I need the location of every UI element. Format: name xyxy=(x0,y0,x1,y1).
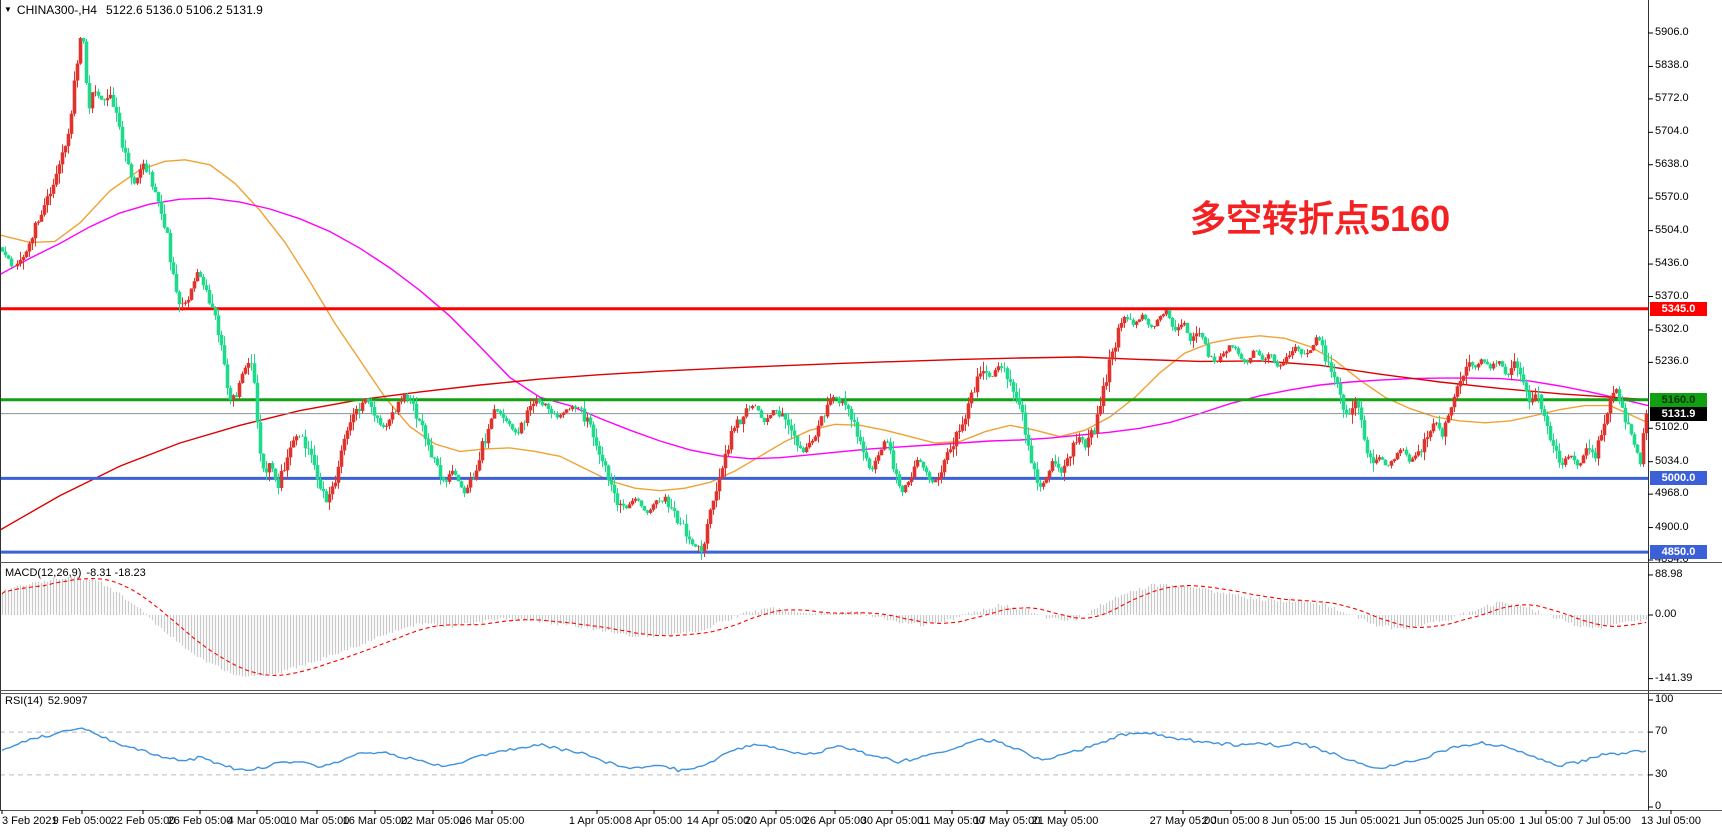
rsi-tick-label: 0 xyxy=(1655,800,1662,812)
macd-indicator-label: MACD(12,26,9) -8.31 -18.23 xyxy=(5,567,146,579)
symbol-header: ▼ CHINA300-,H4 5122.6 5136.0 5106.2 5131.9 xyxy=(4,3,263,17)
chart-annotation-text[interactable]: 多空转折点5160 xyxy=(1190,198,1451,239)
date-label: 13 Jul 05:00 xyxy=(1641,815,1701,827)
date-label: 14 Apr 05:00 xyxy=(686,815,750,827)
date-label: 25 Jun 05:00 xyxy=(1451,815,1515,827)
price-tick-label: 4900.0 xyxy=(1655,520,1689,533)
price-tick-label: 5302.0 xyxy=(1655,322,1689,335)
rsi-value: 52.9097 xyxy=(47,695,88,707)
macd-label: MACD(12,26,9) xyxy=(5,567,82,579)
date-label: 26 Feb 05:00 xyxy=(167,815,233,827)
price-tick-label: 5102.0 xyxy=(1655,421,1689,434)
date-label: 26 Apr 05:00 xyxy=(803,815,867,827)
date-label: 15 Jun 05:00 xyxy=(1324,815,1388,827)
macd-tick-label: -141.39 xyxy=(1655,671,1693,684)
macd-histogram xyxy=(1,575,1648,677)
price-badge-4850.0: 4850.0 xyxy=(1650,545,1707,560)
price-tick-label: 4968.0 xyxy=(1655,487,1689,500)
date-label: 10 Mar 05:00 xyxy=(284,815,350,827)
price-tick-label: 5638.0 xyxy=(1655,157,1689,170)
symbol-dropdown-icon[interactable]: ▼ xyxy=(4,5,12,14)
rsi-layer xyxy=(0,727,1648,776)
price-tick-label: 5436.0 xyxy=(1655,257,1689,270)
macd-signal-line xyxy=(1,577,1647,677)
date-label: 1 Jul 05:00 xyxy=(1519,815,1573,827)
date-label: 22 Feb 05:00 xyxy=(110,815,176,827)
price-tick-label: 5236.0 xyxy=(1655,355,1689,368)
macd-values: -8.31 -18.23 xyxy=(86,567,146,579)
date-label: 20 Apr 05:00 xyxy=(744,815,808,827)
price-tick-label: 5504.0 xyxy=(1655,223,1689,236)
macd-tick-label: 88.98 xyxy=(1655,567,1683,580)
price-tick-label: 5838.0 xyxy=(1655,59,1689,72)
panel-borders xyxy=(0,0,1722,814)
price-badge-5345.0: 5345.0 xyxy=(1650,301,1707,316)
macd-layer xyxy=(1,575,1648,677)
candles-layer xyxy=(0,37,1649,560)
date-label: 17 May 05:00 xyxy=(973,815,1041,827)
date-label: 1 Apr 05:00 xyxy=(568,815,626,827)
date-label: 2 Jun 05:00 xyxy=(1202,815,1260,827)
rsi-line xyxy=(1,727,1647,773)
date-label: 4 Mar 05:00 xyxy=(227,815,287,827)
date-label: 22 Mar 05:00 xyxy=(400,815,466,827)
date-label: 8 Jun 05:00 xyxy=(1262,815,1320,827)
date-label: 11 May 05:00 xyxy=(919,815,985,827)
horizontal-lines-layer xyxy=(0,307,1648,554)
price-tick-label: 5570.0 xyxy=(1655,191,1689,204)
price-tick-label: 5772.0 xyxy=(1655,91,1689,104)
date-label: 9 Feb 05:00 xyxy=(52,815,112,827)
rsi-label: RSI(14) xyxy=(5,695,43,707)
rsi-tick-label: 30 xyxy=(1655,767,1668,780)
rsi-tick-label: 100 xyxy=(1655,693,1674,705)
price-tick-label: 5906.0 xyxy=(1655,26,1689,38)
down-candle-bodies xyxy=(0,38,1643,552)
date-label: 30 Apr 05:00 xyxy=(860,815,924,827)
price-tick-label: 5704.0 xyxy=(1655,125,1689,138)
ohlc-values: 5122.6 5136.0 5106.2 5131.9 xyxy=(105,3,263,17)
date-label: 27 May 05:00 xyxy=(1149,815,1217,827)
rsi-indicator-label: RSI(14) 52.9097 xyxy=(5,695,88,707)
ma-mid-magenta xyxy=(0,197,1649,460)
date-label: 21 May 05:00 xyxy=(1031,815,1099,827)
date-label: 21 Jun 05:00 xyxy=(1388,815,1452,827)
date-label: 3 Feb 2021 xyxy=(2,815,58,827)
price-badge-5160.0: 5160.0 xyxy=(1650,392,1707,407)
price-tick-label: 5034.0 xyxy=(1655,454,1689,467)
date-label: 26 Mar 05:00 xyxy=(459,815,525,827)
moving-averages-layer xyxy=(0,159,1649,531)
rsi-tick-label: 70 xyxy=(1655,725,1668,738)
down-candle-wicks xyxy=(2,37,1641,560)
macd-tick-label: 0.00 xyxy=(1655,608,1677,620)
symbol-title: CHINA300-,H4 xyxy=(16,3,97,17)
date-label: 16 Mar 05:00 xyxy=(342,815,408,827)
price-tick-label: 5370.0 xyxy=(1655,289,1689,302)
ma-slow-red xyxy=(0,356,1649,531)
price-badge-5131.9: 5131.9 xyxy=(1650,406,1707,421)
ma-fast-orange xyxy=(0,159,1649,492)
date-label: 7 Jul 05:00 xyxy=(1577,815,1631,827)
up-candle-bodies xyxy=(15,38,1649,552)
price-badge-5000.0: 5000.0 xyxy=(1650,471,1707,486)
date-label: 8 Apr 05:00 xyxy=(625,815,683,827)
